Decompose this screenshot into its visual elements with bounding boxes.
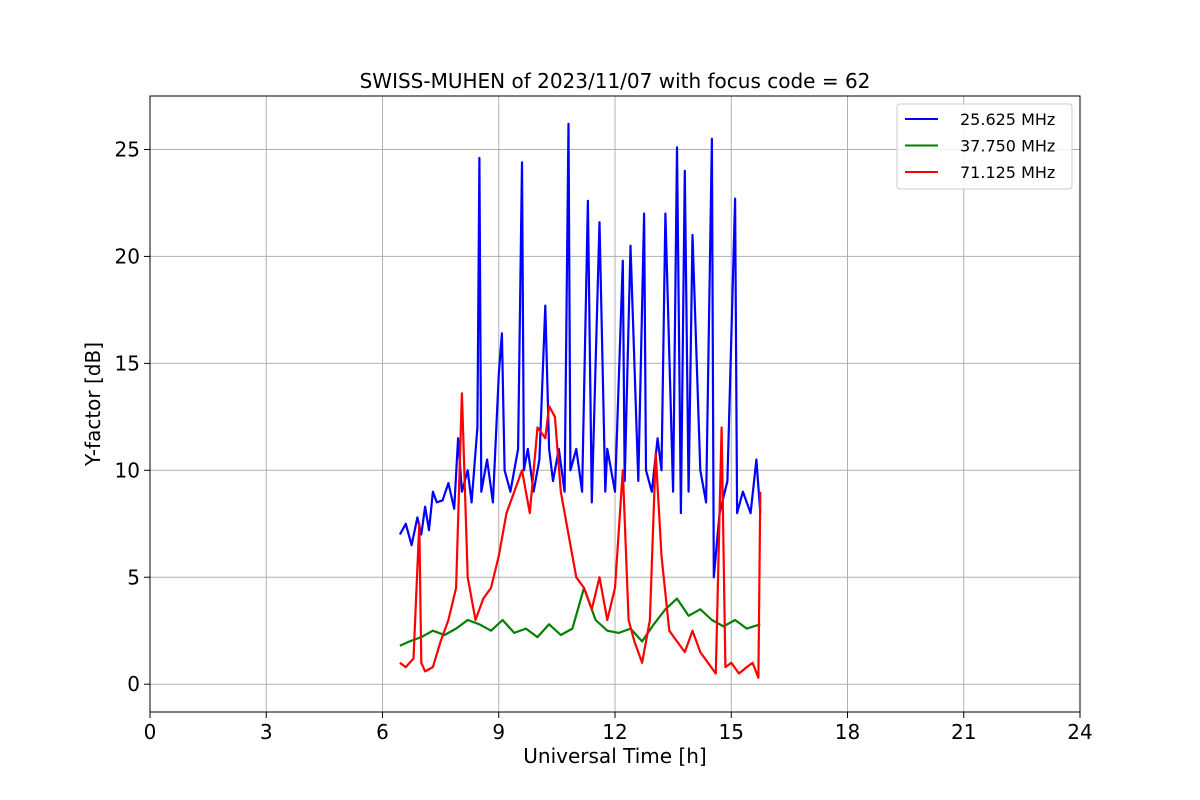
x-axis-ticks: 0 3 6 9 12 15 18 21 24 bbox=[144, 712, 1093, 744]
series-line-1 bbox=[398, 122, 762, 579]
y-tick-label: 5 bbox=[127, 565, 140, 589]
chart-title: SWISS-MUHEN of 2023/11/07 with focus cod… bbox=[360, 69, 871, 93]
series-line-2 bbox=[399, 586, 761, 647]
legend-box bbox=[896, 103, 1073, 190]
x-tick-label: 9 bbox=[492, 720, 505, 744]
x-tick-label: 3 bbox=[260, 720, 273, 744]
y-tick-label: 15 bbox=[115, 351, 140, 375]
y-axis-ticks: 0 5 10 15 20 25 bbox=[115, 137, 150, 696]
y-tick-label: 20 bbox=[115, 244, 140, 268]
y-axis-label: Y-factor [dB] bbox=[81, 342, 105, 467]
y-tick-label: 10 bbox=[115, 458, 140, 482]
series-line-3 bbox=[399, 392, 762, 679]
legend-label: 71.125 MHz bbox=[960, 163, 1055, 182]
series-group bbox=[398, 122, 762, 679]
x-axis-label: Universal Time [h] bbox=[523, 744, 706, 768]
x-tick-label: 15 bbox=[719, 720, 744, 744]
legend-label: 25.625 MHz bbox=[960, 110, 1055, 129]
x-tick-label: 6 bbox=[376, 720, 389, 744]
legend-label: 37.750 MHz bbox=[960, 137, 1055, 156]
x-tick-label: 21 bbox=[951, 720, 976, 744]
legend: 25.625 MHz 37.750 MHz 71.125 MHz bbox=[896, 103, 1073, 190]
x-tick-label: 24 bbox=[1067, 720, 1092, 744]
y-tick-label: 0 bbox=[127, 672, 140, 696]
y-tick-label: 25 bbox=[115, 137, 140, 161]
x-tick-label: 0 bbox=[144, 720, 157, 744]
x-tick-label: 18 bbox=[835, 720, 860, 744]
x-tick-label: 12 bbox=[602, 720, 627, 744]
